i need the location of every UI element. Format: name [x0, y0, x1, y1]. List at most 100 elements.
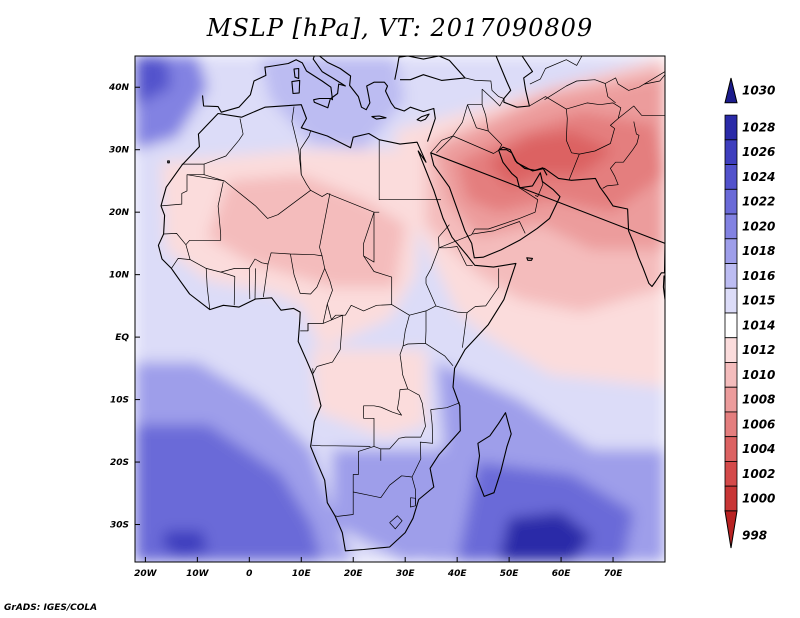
country-border-33 [311, 444, 371, 447]
colorbar-swatch-1028 [724, 114, 738, 141]
coastline-sardinia [291, 79, 301, 95]
country-border-19 [322, 314, 343, 324]
lat-tick-label: EQ [115, 333, 129, 343]
country-border-14 [254, 268, 256, 300]
colorbar-swatch-1002 [724, 461, 738, 487]
country-border-41 [452, 135, 499, 154]
pressure-region-st-helena-core [161, 530, 208, 556]
grads-credit: GrADS: IGES/COLA [4, 603, 98, 613]
colorbar-swatch-1012 [724, 337, 738, 363]
colorbar-label: 1002 [742, 467, 775, 481]
country-border-22 [439, 246, 473, 266]
coastline-caspian [495, 56, 534, 108]
colorbar-label: 1012 [742, 343, 775, 357]
colorbar-swatch-1006 [724, 411, 738, 438]
country-border-15 [262, 263, 269, 298]
country-border-7 [186, 174, 225, 182]
colorbar-swatch-1000 [724, 485, 738, 512]
country-border-12 [220, 193, 331, 273]
country-border-8 [163, 181, 224, 246]
latitude-axis: 40N 30N 20N 10N EQ 10S 20S 30S [108, 83, 140, 531]
country-border-25 [462, 312, 468, 348]
coastline-med-east [319, 56, 436, 142]
country-border-52 [544, 71, 665, 100]
colorbar-bottom-arrow [724, 510, 738, 549]
coastline-med-north [201, 56, 346, 113]
colorbar-swatch-1015 [724, 287, 738, 314]
plot-title: MSLP [hPa], VT: 2017090809 [206, 14, 594, 42]
coastline-black-sea [394, 56, 466, 81]
colorbar-swatch-1018 [724, 238, 738, 264]
country-border-50 [617, 105, 665, 119]
pressure-region-south-atlantic-core [135, 424, 323, 562]
colorbar-label: 1010 [742, 368, 775, 382]
country-border-1 [203, 118, 244, 165]
colorbar-top-arrow [724, 77, 738, 104]
coastline-africa [157, 104, 517, 552]
coastline-corsica [293, 67, 300, 80]
country-border-43 [472, 221, 526, 235]
pressure-fill-layer [135, 56, 665, 562]
country-border-24 [435, 268, 500, 314]
lon-tick-label: 10E [292, 569, 312, 579]
pressure-region-sahel-1010 [207, 174, 406, 288]
pressure-region-mediterranean-high [259, 56, 406, 150]
colorbar-swatch-1010 [724, 362, 738, 388]
longitude-axis: 20W 10W 0 10E 20E 30E 40E 50E 60E 70E [134, 557, 623, 579]
lon-tick-label: 10W [186, 569, 210, 579]
lon-tick-label: 20E [344, 569, 364, 579]
colorbar-label: 1006 [742, 417, 775, 431]
colorbar-label: 1018 [742, 244, 775, 258]
lat-tick-label: 10N [109, 271, 130, 281]
pressure-field [135, 56, 665, 562]
country-border-29 [380, 388, 426, 461]
lat-tick-label: 20N [109, 208, 130, 218]
country-border-11 [205, 268, 211, 310]
colorbar-label: 1028 [742, 120, 775, 134]
country-border-38 [312, 366, 318, 374]
country-border-47 [481, 104, 489, 132]
colorbar-swatch-1016 [724, 263, 738, 289]
colorbar-label: 998 [742, 529, 767, 543]
lon-tick-label: 60E [552, 569, 572, 579]
colorbar-swatch-1014 [724, 312, 738, 339]
country-border-28 [363, 345, 409, 450]
lat-tick-label: 30S [110, 521, 129, 531]
colorbar-label: 1020 [742, 219, 775, 233]
country-border-55 [604, 83, 616, 104]
country-border-20 [316, 315, 344, 367]
colorbar-swatch-1008 [724, 386, 738, 413]
map-frame [134, 55, 666, 563]
coastline-layer [157, 56, 665, 552]
country-border-30 [411, 409, 434, 478]
lon-tick-label: 30E [396, 569, 416, 579]
colorbar-label: 1008 [742, 393, 775, 407]
country-border-45 [481, 88, 505, 107]
country-border-36 [410, 497, 416, 508]
colorbar-label: 1024 [742, 170, 775, 184]
country-border-44 [534, 172, 544, 197]
country-border-31 [430, 402, 460, 410]
country-border-56 [644, 74, 665, 85]
country-border-0 [181, 163, 375, 263]
country-border-9 [171, 244, 191, 269]
country-border-35 [389, 515, 403, 530]
pressure-region-gulf-1004 [488, 131, 613, 188]
pressure-region-north-atlantic-core [135, 56, 172, 106]
colorbar-swatch-1024 [724, 164, 738, 190]
lon-tick-label: 0 [246, 569, 252, 579]
colorbar-swatch-1026 [724, 139, 738, 165]
country-border-3 [299, 130, 311, 175]
lat-tick-label: 40N [108, 83, 130, 93]
country-border-51 [602, 121, 640, 189]
country-border-54 [464, 77, 505, 99]
country-border-17 [324, 268, 392, 320]
country-border-42 [438, 187, 539, 249]
lat-tick-label: 10S [110, 396, 129, 406]
country-border-39 [436, 89, 483, 154]
lon-tick-label: 50E [500, 569, 520, 579]
lat-tick-label: 20S [110, 458, 129, 468]
colorbar-swatch-1004 [724, 436, 738, 462]
coastline-canary [167, 160, 170, 164]
